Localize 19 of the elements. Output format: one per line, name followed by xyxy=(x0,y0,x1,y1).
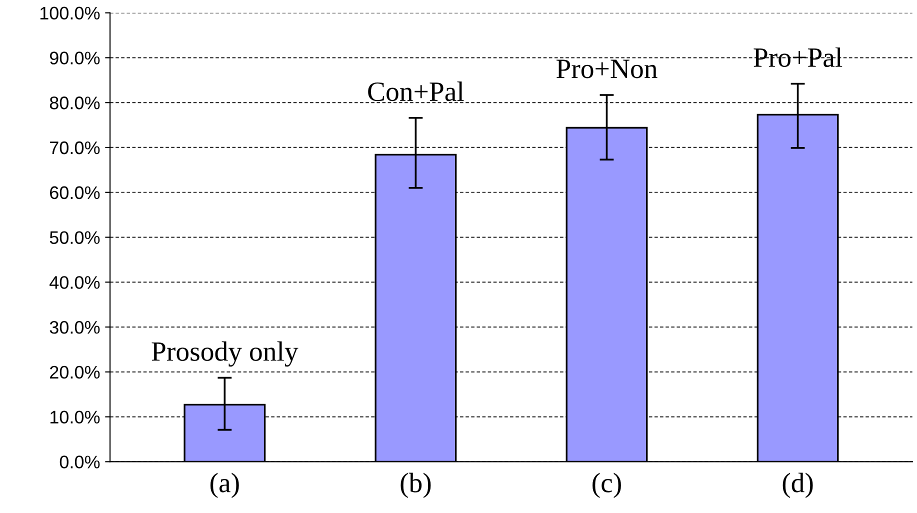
annotation: Pro+Non xyxy=(556,60,658,78)
y-tick-label: 10.0% xyxy=(50,410,100,424)
x-tick-label: (a) xyxy=(210,472,239,498)
y-tick-label: 50.0% xyxy=(50,231,100,244)
y-tick-label: 40.0% xyxy=(50,276,100,289)
annotation: Con+Pal xyxy=(368,82,464,102)
x-tick-label: (c) xyxy=(592,472,621,498)
x-tick-label: (b) xyxy=(400,472,431,498)
annotation: Pro+Pal xyxy=(754,47,842,67)
y-tick-label: 0.0% xyxy=(60,456,100,468)
y-tick-label: 100.0% xyxy=(40,6,100,20)
y-tick-label: 80.0% xyxy=(50,96,100,110)
y-tick-label: 70.0% xyxy=(50,141,100,154)
y-tick-label: 90.0% xyxy=(50,52,100,64)
y-tick-label: 60.0% xyxy=(50,186,100,200)
annotation: Prosody only xyxy=(152,341,298,367)
x-tick-label: (d) xyxy=(782,472,813,498)
y-tick-label: 20.0% xyxy=(50,366,100,379)
y-tick-label: 30.0% xyxy=(50,320,100,334)
